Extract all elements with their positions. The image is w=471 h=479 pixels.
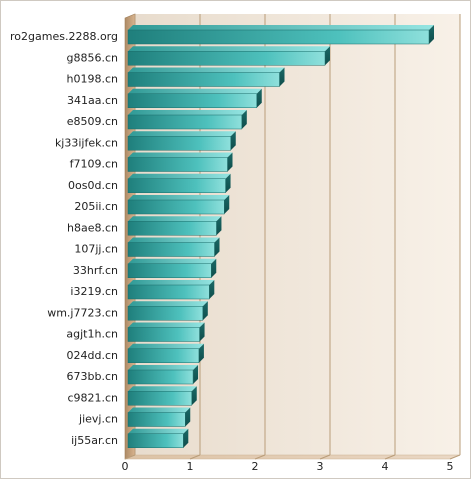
bar-12 [127, 263, 212, 278]
bar-top-10 [128, 216, 222, 222]
bar-top-14 [128, 301, 208, 307]
bar-top-15 [128, 322, 205, 328]
bar-7 [127, 157, 228, 172]
category-label-9: 205ii.cn [74, 200, 118, 213]
bar-13 [127, 284, 210, 300]
bar-top-4 [128, 88, 262, 94]
bar-end-7 [227, 152, 233, 172]
category-label-20: ij55ar.cn [71, 434, 118, 447]
bar-top-8 [128, 173, 231, 179]
bar-end-20 [183, 428, 189, 448]
bar-top-6 [128, 131, 236, 137]
category-labels: ro2games.2288.org g8856.cn h0198.cn 341aa.c… [10, 30, 118, 447]
grid-floor-line-2 [254, 454, 266, 460]
bar-end-5 [241, 110, 247, 129]
bar-end-9 [224, 195, 230, 214]
bar-top-11 [128, 237, 220, 243]
bar-top-20 [128, 428, 189, 434]
bar-end-19 [185, 407, 191, 427]
bar-end-14 [202, 301, 208, 321]
x-tick-label-5: 5 [447, 460, 454, 473]
category-label-15: agjt1h.cn [66, 328, 118, 341]
bar-end-6 [230, 131, 236, 151]
bar-16 [127, 348, 200, 363]
grid-floor-line-4 [384, 454, 396, 460]
category-label-5: e8509.cn [67, 115, 118, 128]
category-label-3: h0198.cn [67, 73, 119, 86]
bar-end-17 [193, 365, 199, 384]
bar-top-7 [128, 152, 233, 158]
category-label-11: 107jj.cn [74, 243, 118, 256]
bar-5 [127, 114, 243, 130]
bar-3 [127, 72, 280, 87]
bar-end-2 [325, 46, 330, 66]
bar-end-1 [429, 25, 434, 44]
category-label-6: kj33ijfek.cn [55, 136, 118, 149]
category-label-19: jievj.cn [78, 413, 118, 426]
bar-end-10 [216, 216, 222, 236]
bar-top-18 [128, 386, 197, 392]
bar-end-8 [225, 173, 231, 193]
category-label-17: 673bb.cn [67, 370, 119, 383]
bar-15 [127, 327, 200, 342]
bar-top-3 [128, 67, 285, 73]
category-label-10: h8ae8.cn [67, 221, 118, 234]
bar-top-16 [128, 343, 204, 349]
bar-top-17 [128, 365, 199, 370]
bar-end-12 [211, 258, 217, 278]
x-tick-label-1: 1 [187, 460, 194, 473]
grid-floor-line-3 [319, 454, 331, 460]
bar-11 [127, 242, 215, 257]
category-label-7: f7109.cn [70, 158, 118, 171]
category-label-1: ro2games.2288.org [10, 30, 118, 43]
x-tick-label-0: 0 [122, 460, 129, 473]
bar-top-2 [128, 46, 330, 52]
grid-floor-line-1 [189, 454, 201, 460]
bar-top-19 [128, 407, 191, 413]
bar-14 [127, 306, 204, 321]
bar-20 [127, 433, 184, 448]
category-label-18: c9821.cn [67, 391, 118, 404]
bar-2 [127, 51, 326, 66]
bar-top-12 [128, 258, 217, 264]
floor-wall [124, 454, 461, 460]
bar-19 [127, 412, 186, 427]
bar-4 [127, 93, 257, 108]
grid-floor-line-5 [449, 454, 461, 460]
bar-18 [127, 391, 192, 406]
category-label-8: 0os0d.cn [68, 179, 118, 192]
x-tick-label-3: 3 [317, 460, 324, 473]
bar-top-13 [128, 280, 215, 285]
bar-end-18 [191, 386, 197, 406]
bar-end-15 [199, 322, 205, 342]
bar-end-11 [214, 237, 220, 257]
x-axis-ticks: 0 1 2 3 4 5 [122, 460, 454, 473]
category-label-2: g8856.cn [67, 51, 119, 64]
category-label-16: 024dd.cn [67, 349, 119, 362]
bar-17 [127, 369, 194, 385]
bar-9 [127, 199, 225, 215]
bar-end-3 [279, 67, 285, 87]
bar-top-5 [128, 110, 247, 115]
category-label-14: wm.j7723.cn [47, 306, 118, 319]
bar-end-16 [198, 343, 204, 363]
category-label-12: 33hrf.cn [73, 264, 118, 277]
bar-1 [127, 29, 430, 45]
bar-top-9 [128, 195, 230, 200]
bar-6 [127, 136, 231, 151]
category-label-13: i3219.cn [70, 285, 118, 298]
bar-end-13 [209, 280, 215, 299]
category-label-4: 341aa.cn [67, 94, 118, 107]
bars-layer [127, 25, 434, 448]
bar-10 [127, 221, 217, 236]
bar-end-4 [256, 88, 262, 108]
bar-8 [127, 178, 226, 193]
x-tick-label-4: 4 [382, 460, 389, 473]
bar-top-1 [128, 25, 434, 30]
x-tick-label-2: 2 [252, 460, 259, 473]
grid-floor-line-0 [124, 454, 136, 460]
